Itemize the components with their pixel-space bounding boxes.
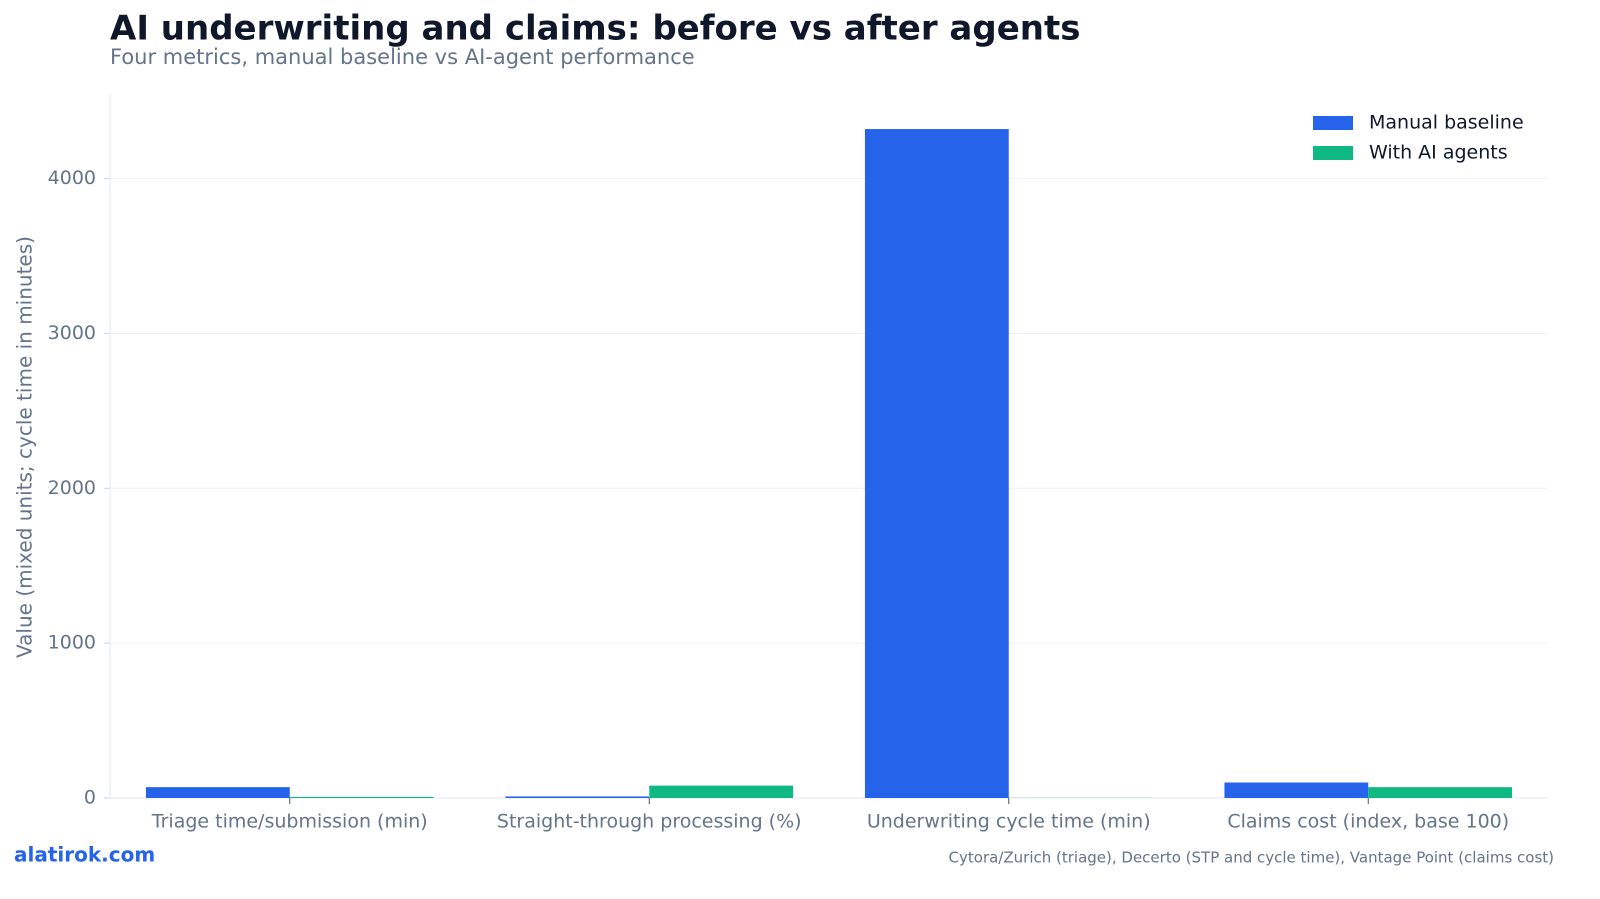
bar [1368,787,1513,798]
source-note: Cytora/Zurich (triage), Decerto (STP and… [949,849,1554,867]
legend-swatch [1313,116,1353,130]
chart-title: AI underwriting and claims: before vs af… [110,9,1080,49]
bar [864,129,1009,798]
y-tick-label: 3000 [48,322,96,344]
y-tick-label: 1000 [48,632,96,654]
y-tick-label: 0 [84,787,96,809]
bar [1224,782,1369,798]
x-tick-label: Underwriting cycle time (min) [867,811,1151,833]
legend-label: With AI agents [1369,142,1508,164]
chart-subtitle: Four metrics, manual baseline vs AI-agen… [110,45,695,69]
bar [505,796,650,798]
bar [289,796,434,798]
y-tick-label: 2000 [48,477,96,499]
bar [145,787,290,798]
brand: alatirok.com [14,843,155,867]
y-tick-label: 4000 [48,167,96,189]
x-tick-label: Triage time/submission (min) [151,811,428,833]
y-axis-label: Value (mixed units; cycle time in minute… [13,236,37,658]
x-tick-label: Straight-through processing (%) [497,811,802,833]
legend-label: Manual baseline [1369,112,1524,134]
bar [649,785,794,798]
legend-swatch [1313,146,1353,160]
x-tick-label: Claims cost (index, base 100) [1227,811,1509,833]
